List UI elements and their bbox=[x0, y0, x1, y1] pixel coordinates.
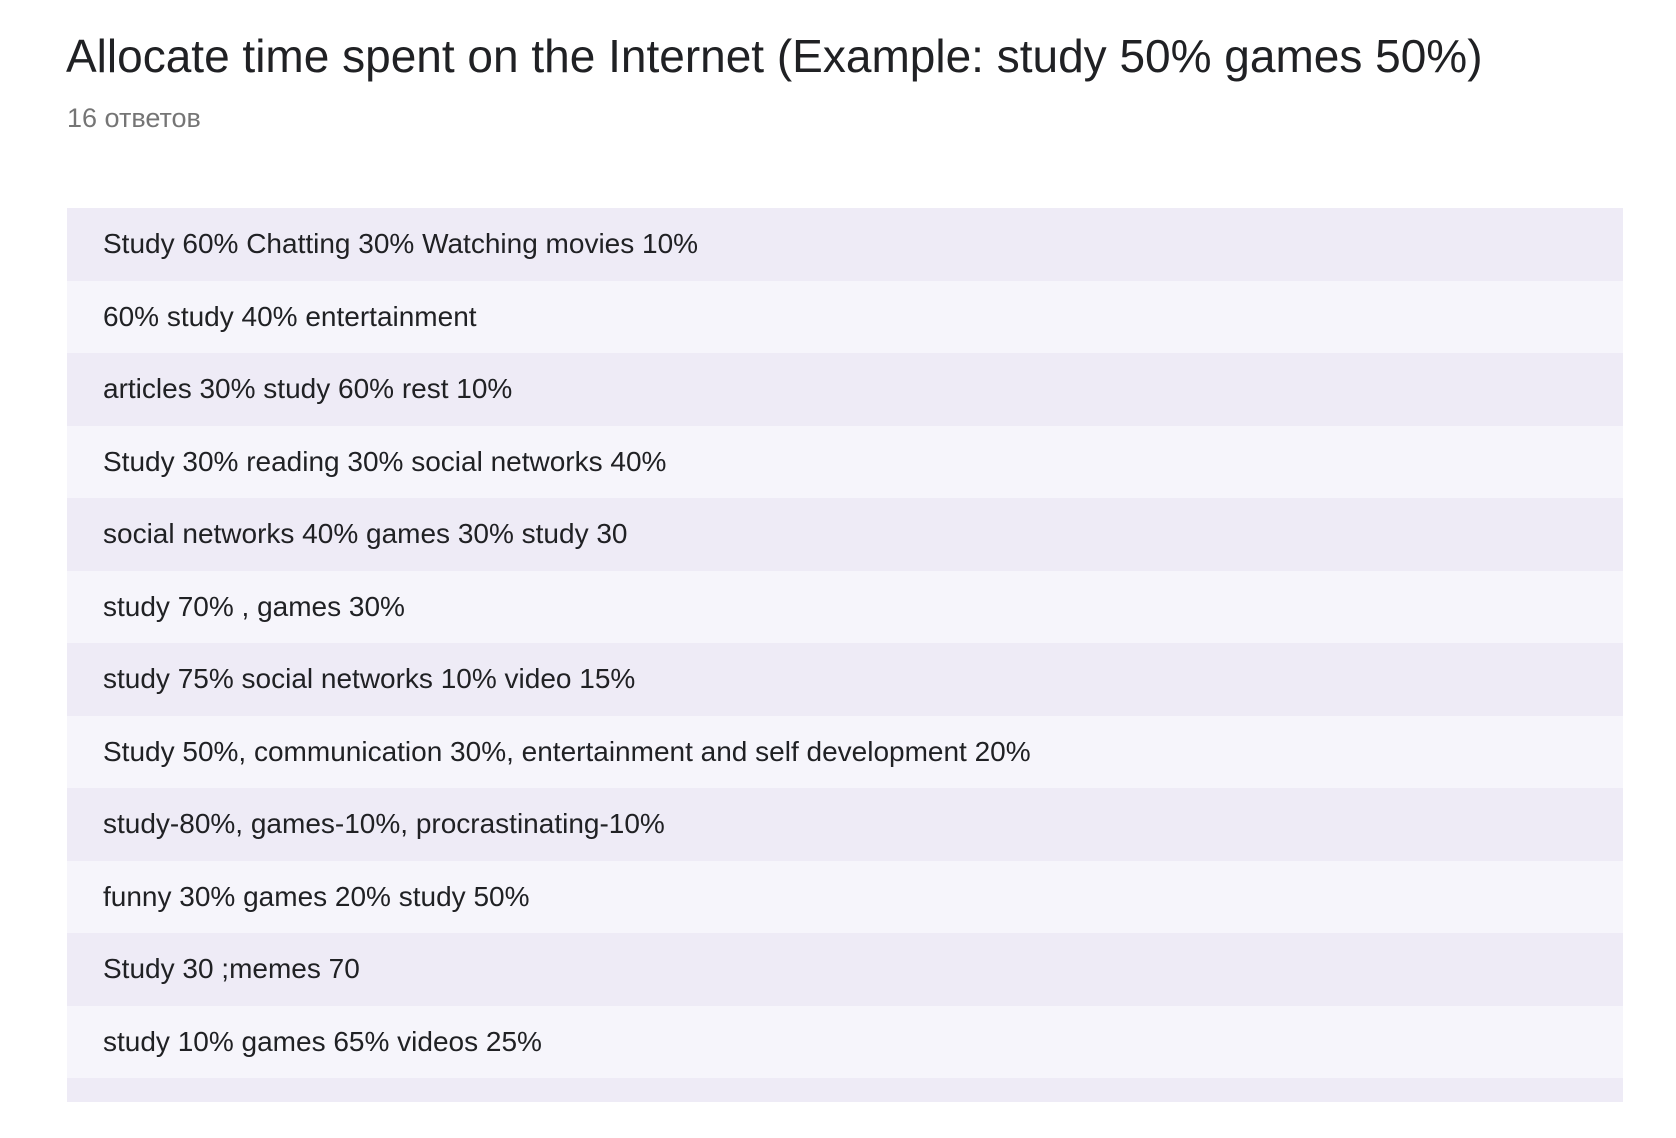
response-text: Study 30 ;memes 70 bbox=[103, 953, 360, 985]
response-text: study-80%, games-10%, procrastinating-10… bbox=[103, 808, 665, 840]
response-text: study 70% , games 30% bbox=[103, 590, 405, 622]
response-item: Study 30% reading 30% social networks 40… bbox=[67, 425, 1623, 498]
response-text: study 75% social networks 10% video 15% bbox=[103, 663, 636, 695]
response-text: 60% study 40% entertainment bbox=[103, 300, 477, 332]
response-text: funny 30% games 20% study 50% bbox=[103, 880, 530, 912]
response-item: social networks 40% games 30% study 30 bbox=[67, 498, 1623, 571]
response-item: Study 60% Chatting 30% Watching movies 1… bbox=[67, 208, 1623, 281]
response-item: study 10% games 65% videos 25% bbox=[67, 1005, 1623, 1078]
response-item: Study 50%, communication 30%, entertainm… bbox=[67, 715, 1623, 788]
response-item bbox=[67, 1078, 1623, 1102]
response-count: 16 ответов bbox=[67, 103, 201, 133]
response-text: social networks 40% games 30% study 30 bbox=[103, 518, 628, 550]
response-item: 60% study 40% entertainment bbox=[67, 280, 1623, 353]
question-title: Allocate time spent on the Internet (Exa… bbox=[66, 30, 1483, 82]
response-item: funny 30% games 20% study 50% bbox=[67, 860, 1623, 933]
response-text: Study 30% reading 30% social networks 40… bbox=[103, 445, 667, 477]
response-item: Study 30 ;memes 70 bbox=[67, 933, 1623, 1006]
response-item: articles 30% study 60% rest 10% bbox=[67, 353, 1623, 426]
response-text: Study 60% Chatting 30% Watching movies 1… bbox=[103, 228, 699, 260]
response-text: articles 30% study 60% rest 10% bbox=[103, 373, 513, 405]
response-text: Study 50%, communication 30%, entertainm… bbox=[103, 735, 1031, 767]
response-item: study 75% social networks 10% video 15% bbox=[67, 643, 1623, 716]
response-item: study 70% , games 30% bbox=[67, 570, 1623, 643]
response-item: study-80%, games-10%, procrastinating-10… bbox=[67, 788, 1623, 861]
response-text: study 10% games 65% videos 25% bbox=[103, 1025, 542, 1057]
responses-list[interactable]: Study 60% Chatting 30% Watching movies 1… bbox=[67, 208, 1623, 1102]
